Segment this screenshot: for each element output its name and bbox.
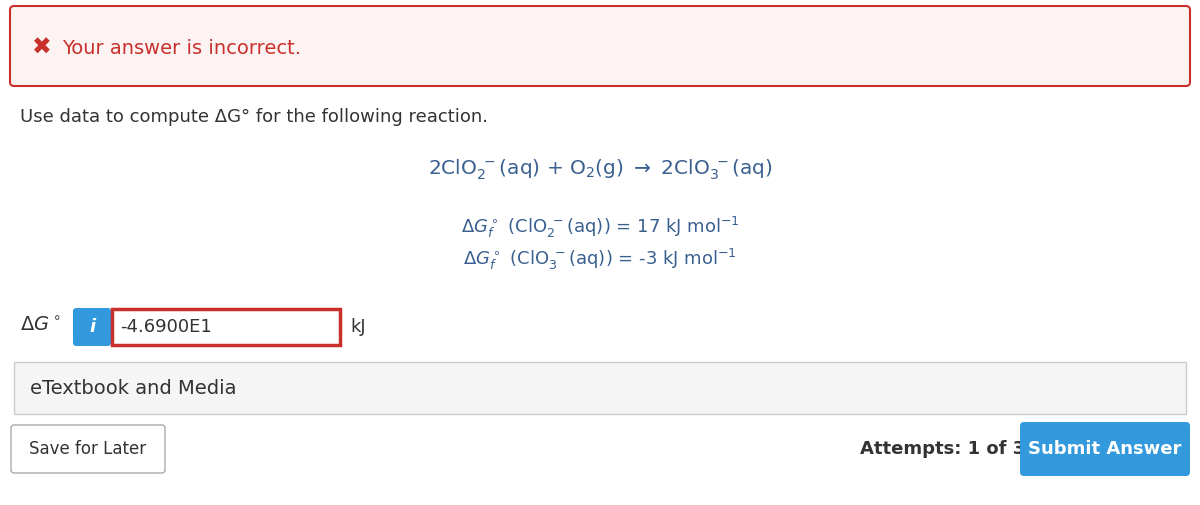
Text: Save for Later: Save for Later xyxy=(30,440,146,458)
Text: Your answer is incorrect.: Your answer is incorrect. xyxy=(62,38,301,58)
Text: 2ClO$_2^{\ -}$(aq) + O$_2$(g) $\rightarrow$ 2ClO$_3^{\ -}$(aq): 2ClO$_2^{\ -}$(aq) + O$_2$(g) $\rightarr… xyxy=(427,158,773,182)
FancyBboxPatch shape xyxy=(10,6,1190,86)
FancyBboxPatch shape xyxy=(73,308,112,346)
FancyBboxPatch shape xyxy=(11,425,166,473)
Text: ✖: ✖ xyxy=(32,36,52,60)
Text: Submit Answer: Submit Answer xyxy=(1028,440,1182,458)
Text: Attempts: 1 of 3 used: Attempts: 1 of 3 used xyxy=(860,440,1080,458)
Bar xyxy=(14,362,1186,414)
Text: i: i xyxy=(89,318,95,336)
Text: eTextbook and Media: eTextbook and Media xyxy=(30,379,236,398)
Text: $\Delta G^\circ$ =: $\Delta G^\circ$ = xyxy=(20,317,86,336)
Text: $\Delta G^\circ_f$ (ClO$_2^{\ -}$(aq)) = 17 kJ mol$^{-1}$: $\Delta G^\circ_f$ (ClO$_2^{\ -}$(aq)) =… xyxy=(461,215,739,240)
FancyBboxPatch shape xyxy=(1020,422,1190,476)
Text: kJ: kJ xyxy=(350,318,366,336)
Text: $\Delta G^\circ_f$ (ClO$_3^{\ -}$(aq)) = -3 kJ mol$^{-1}$: $\Delta G^\circ_f$ (ClO$_3^{\ -}$(aq)) =… xyxy=(463,247,737,272)
Bar xyxy=(112,309,340,345)
Text: -4.6900E1: -4.6900E1 xyxy=(120,318,211,336)
Text: Use data to compute ΔG° for the following reaction.: Use data to compute ΔG° for the followin… xyxy=(20,108,488,126)
